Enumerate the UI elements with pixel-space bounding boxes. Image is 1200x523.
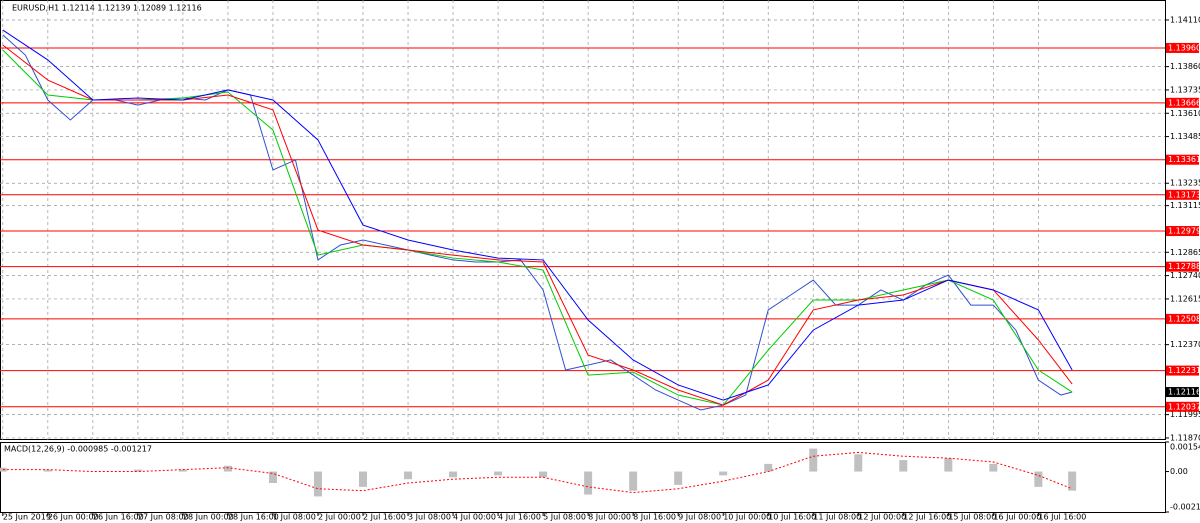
x-tick-label: 4 Jul 16:00 [498,513,541,522]
level-tag [1166,42,1199,53]
y-tick-label: 1.12370 [1170,340,1200,349]
x-tick-label: 25 Jun 2019 [3,513,51,522]
current-price-label: 1.12116 [1168,388,1200,397]
y-tick-label: 1.13485 [1170,132,1200,141]
x-tick-label: 2 Jul 00:00 [318,513,361,522]
moving-average [2,29,1073,401]
macd-bar [268,471,277,484]
y-tick-label: 1.11870 [1170,433,1200,442]
x-tick-label: 8 Jul 00:00 [588,513,631,522]
level-tag [1166,97,1199,108]
x-tick-label: 11 Jul 08:00 [813,513,861,522]
y-tick-label: 1.12615 [1170,294,1200,303]
level-tag [1166,154,1199,165]
x-tick-label: 28 Jun 00:00 [183,513,234,522]
chart-title: EURUSD,H1 1.12114 1.12139 1.12089 1.1211… [12,4,202,13]
macd-bar [854,454,863,472]
y-tick-label: 1.12740 [1170,271,1200,280]
level-tag [1166,401,1199,412]
x-tick-label: 26 Jun 00:00 [48,513,99,522]
level-label: 1.13960 [1168,43,1200,52]
x-tick-label: 1 Jul 08:00 [273,513,316,522]
x-tick-label: 15 Jul 08:00 [948,513,996,522]
macd-bar [989,463,998,472]
level-label: 1.12037 [1168,402,1200,411]
macd-bar [764,463,773,472]
x-tick-label: 28 Jun 16:00 [228,513,279,522]
macd-bar [899,460,908,472]
macd-bar [674,471,683,485]
level-label: 1.12508 [1168,314,1200,323]
level-label: 1.12788 [1168,262,1200,271]
x-tick-label: 5 Jul 08:00 [543,513,586,522]
macd-bar [1068,471,1077,491]
y-tick-label: 1.13115 [1170,201,1200,210]
level-tag [1166,365,1199,376]
level-label: 1.13173 [1168,190,1200,199]
level-label: 1.12979 [1168,227,1200,236]
level-tag [1166,313,1199,324]
macd-bar [629,471,638,491]
level-label: 1.13361 [1168,155,1200,164]
macd-bar [584,471,593,495]
current-price-tag [1166,387,1199,398]
y-tick-label: 1.13860 [1170,62,1200,71]
y-tick-label: 0.001544 [1170,443,1200,452]
x-tick-label: 12 Jul 16:00 [903,513,951,522]
macd-bar [539,471,548,478]
macd-bar [1034,471,1043,487]
x-tick-label: 3 Jul 08:00 [408,513,451,522]
macd-bar [809,448,818,472]
level-label: 1.12231 [1168,366,1200,375]
x-tick-label: 10 Jul 00:00 [723,513,771,522]
signal-line [2,451,1073,494]
macd-bar [719,471,728,476]
x-tick-label: 12 Jul 00:00 [858,513,906,522]
x-tick-label: 8 Jul 16:00 [633,513,676,522]
level-label: 1.13666 [1168,98,1200,107]
x-tick-label: 10 Jul 16:00 [768,513,816,522]
level-tag [1166,226,1199,237]
macd-panel [0,442,1166,513]
macd-bar [43,469,52,472]
y-tick-label: 0.00 [1170,467,1188,476]
x-tick-label: 16 Jul 00:00 [993,513,1041,522]
macd-bar [359,471,368,487]
y-tick-label: 1.13735 [1170,85,1200,94]
macd-bar [404,471,413,480]
macd-bar [944,458,953,472]
y-tick-label: 1.14110 [1170,15,1200,24]
y-tick-label: 1.13610 [1170,109,1200,118]
x-tick-label: 2 Jul 16:00 [363,513,406,522]
macd-bar [449,471,458,478]
macd-bar [494,471,503,476]
macd-bar [223,465,232,472]
macd-bar [313,471,322,497]
macd-title: MACD(12,26,9) -0.000985 -0.001217 [4,445,152,454]
level-tag [1166,261,1199,272]
x-tick-label: 27 Jun 08:00 [138,513,189,522]
x-tick-label: 9 Jul 08:00 [678,513,721,522]
moving-average [2,49,1073,406]
level-tag [1166,189,1199,200]
x-tick-label: 4 Jul 00:00 [453,513,496,522]
y-tick-label: 1.11995 [1170,410,1200,419]
y-tick-label: 1.13235 [1170,179,1200,188]
macd-bar [133,469,142,472]
x-tick-label: 26 Jun 16:00 [93,513,144,522]
macd-bar [178,469,187,472]
x-tick-label: 16 Jul 16:00 [1038,513,1086,522]
y-tick-label: -0.002114 [1170,503,1200,512]
y-tick-label: 1.12865 [1170,248,1200,257]
